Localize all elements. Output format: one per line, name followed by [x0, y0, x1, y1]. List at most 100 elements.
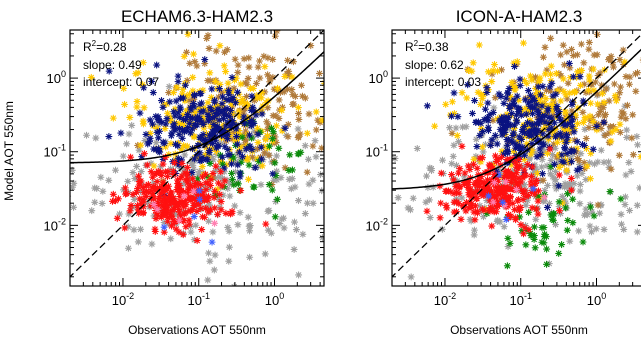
echam-point: [312, 108, 320, 116]
icon-point: [488, 175, 496, 183]
icon-point: [555, 107, 563, 116]
echam-x-tick-label-text: 10-1: [187, 291, 209, 308]
echam-point: [255, 162, 263, 170]
icon-point: [528, 76, 536, 84]
echam-point: [199, 131, 207, 139]
echam-point: [184, 30, 192, 38]
icon-point: [483, 114, 492, 122]
echam-point: [290, 218, 299, 226]
icon-point: [503, 136, 511, 144]
echam-point: [249, 84, 257, 92]
icon-point: [500, 113, 508, 121]
echam-point: [240, 113, 248, 121]
echam-point: [206, 104, 214, 112]
icon-point: [477, 100, 485, 108]
echam-point: [245, 222, 253, 230]
icon-point: [498, 194, 507, 202]
echam-point: [232, 125, 240, 133]
icon-point: [462, 123, 470, 131]
echam-point: [167, 165, 175, 173]
echam-x-tick-label-base: 10: [187, 293, 201, 308]
icon-point: [594, 90, 602, 98]
echam-point: [146, 129, 154, 138]
echam-point: [135, 146, 143, 154]
icon-point: [585, 45, 593, 53]
echam-point: [242, 145, 250, 153]
icon-point: [478, 143, 486, 151]
echam-point: [286, 151, 294, 159]
icon-point: [602, 85, 610, 93]
echam-point: [189, 50, 198, 58]
echam-point: [142, 192, 150, 200]
echam-point: [200, 183, 209, 191]
echam-point: [269, 55, 277, 63]
echam-point: [173, 202, 182, 210]
icon-point: [519, 174, 527, 182]
icon-point: [512, 140, 520, 148]
echam-point: [246, 227, 254, 235]
echam-point: [190, 201, 198, 209]
icon-point: [631, 70, 640, 78]
echam-point: [193, 121, 201, 129]
icon-point: [560, 158, 568, 166]
echam-point: [179, 126, 187, 134]
echam-point: [179, 94, 188, 102]
icon-point: [407, 273, 415, 281]
echam-point: [301, 94, 309, 102]
echam-point: [220, 121, 228, 129]
echam-point: [124, 244, 132, 252]
echam-point: [127, 153, 135, 161]
icon-point: [551, 125, 559, 133]
echam-point: [179, 115, 187, 124]
icon-point: [542, 101, 550, 109]
echam-point: [233, 140, 241, 148]
echam-point: [234, 68, 242, 76]
echam-point: [215, 164, 223, 172]
icon-point: [530, 235, 538, 243]
icon-point: [556, 209, 565, 218]
icon-point: [580, 59, 588, 67]
echam-point: [163, 115, 171, 123]
icon-point: [501, 189, 509, 197]
echam-point: [226, 150, 234, 159]
echam-point: [210, 120, 218, 129]
echam-point: [291, 183, 299, 191]
echam-point: [156, 198, 164, 206]
icon-point: [508, 155, 516, 163]
echam-point: [159, 103, 167, 111]
echam-point: [198, 173, 207, 181]
echam-point: [157, 213, 165, 221]
icon-point: [522, 241, 530, 249]
echam-point: [133, 103, 141, 111]
echam-point: [204, 179, 212, 187]
icon-point: [462, 198, 471, 206]
icon-point: [509, 139, 517, 147]
echam-point: [295, 115, 303, 124]
echam-point: [237, 186, 245, 195]
icon-point: [509, 83, 517, 92]
icon-point: [480, 116, 488, 124]
echam-point: [167, 139, 175, 148]
icon-point: [579, 238, 587, 246]
echam-point: [111, 166, 120, 174]
echam-point: [285, 175, 293, 183]
echam-point: [278, 106, 286, 114]
icon-point: [473, 164, 481, 172]
echam-point: [236, 113, 244, 121]
echam-point: [127, 201, 135, 210]
icon-point: [557, 51, 565, 59]
panel-icon: ICON-A-HAM2.3 R2=0.38 slope: 0.62 intercept…: [366, 7, 641, 337]
icon-point: [494, 155, 502, 163]
icon-point: [452, 183, 460, 191]
echam-point: [150, 201, 158, 209]
echam-point: [153, 125, 161, 133]
icon-point: [406, 206, 415, 214]
echam-point: [257, 94, 265, 102]
icon-point: [548, 215, 556, 223]
echam-point: [155, 145, 163, 153]
echam-point: [272, 138, 280, 146]
echam-point: [196, 134, 205, 142]
echam-point: [222, 122, 230, 130]
echam-point: [296, 130, 304, 138]
echam-point: [171, 156, 180, 164]
